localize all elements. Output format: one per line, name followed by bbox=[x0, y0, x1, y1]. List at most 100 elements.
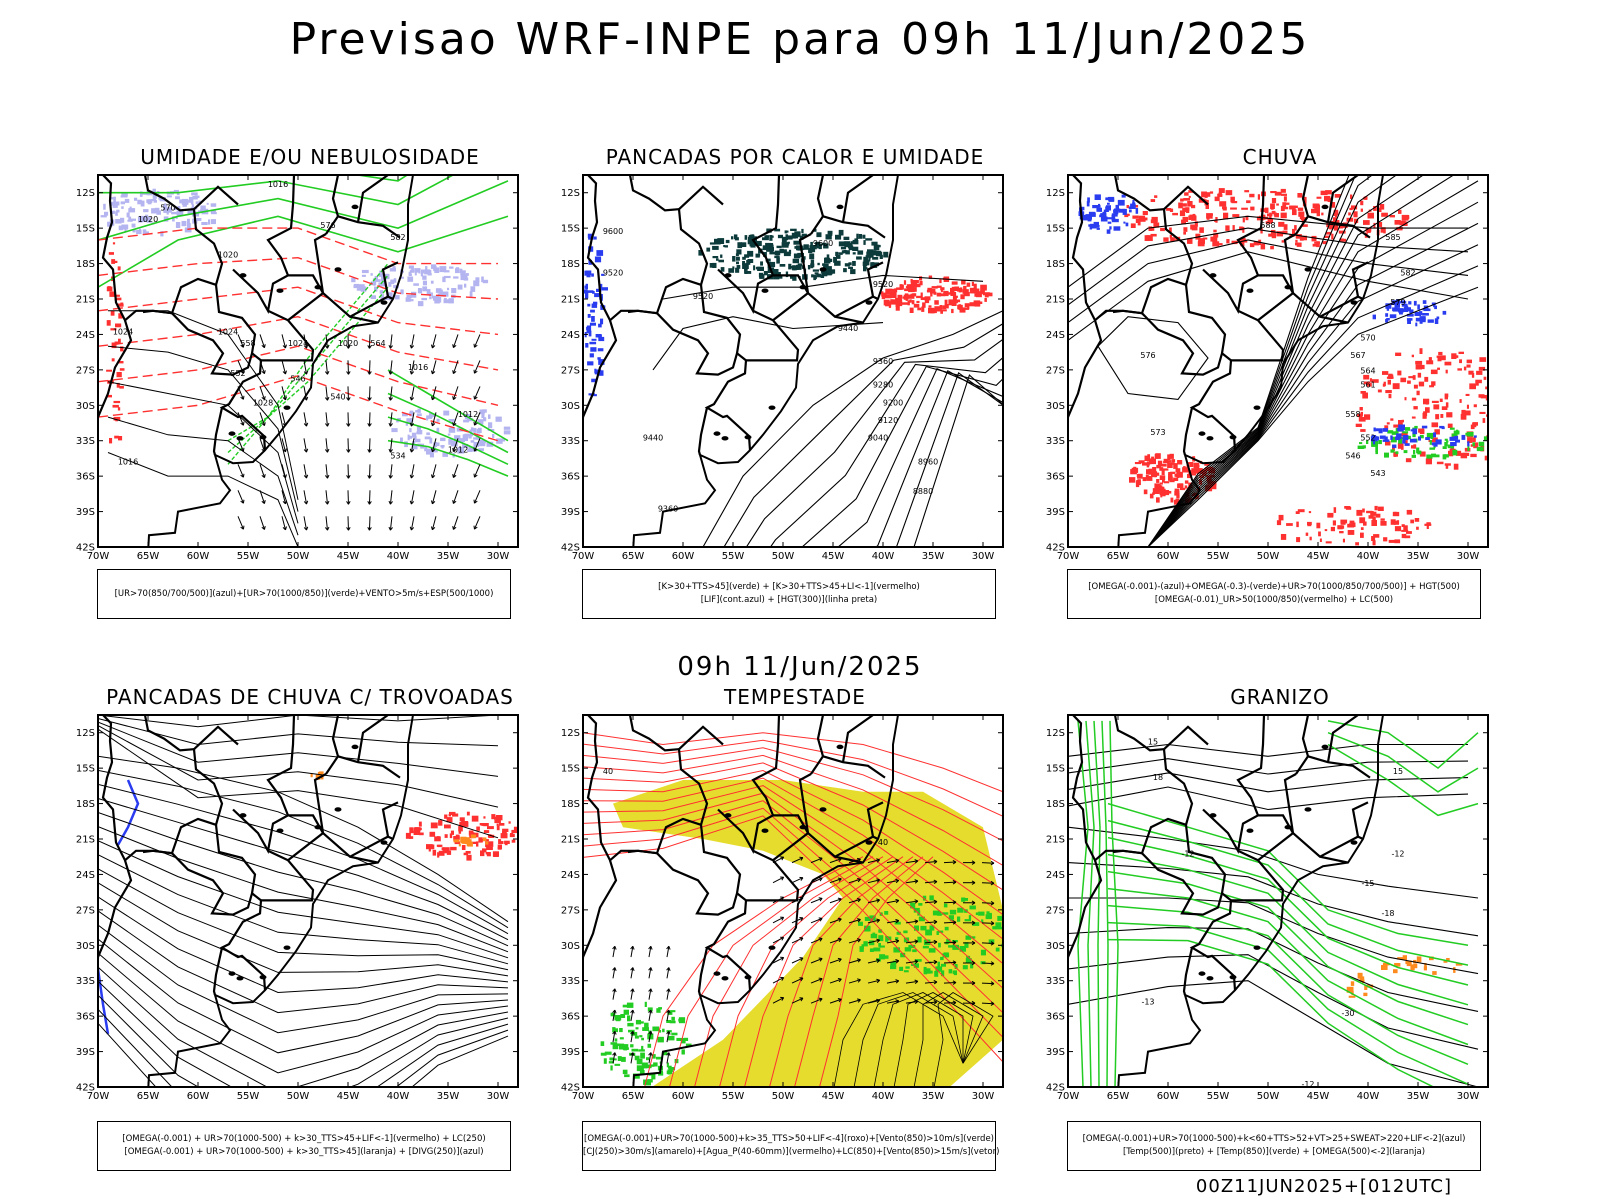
shade-cell bbox=[635, 1027, 639, 1030]
shade-cell bbox=[583, 289, 588, 294]
shade-cell bbox=[1188, 215, 1192, 220]
shade-cell bbox=[1445, 369, 1448, 374]
vector-head bbox=[240, 499, 245, 504]
shade-cell bbox=[948, 945, 953, 948]
shade-cell bbox=[1385, 313, 1389, 317]
shade-cell bbox=[848, 262, 852, 266]
shade-cell bbox=[110, 210, 115, 214]
shade-cell bbox=[1393, 969, 1398, 974]
shade-cell bbox=[112, 404, 119, 408]
shade-cell bbox=[1444, 361, 1452, 366]
shade-cell bbox=[1282, 230, 1288, 235]
legend-line: [K>30+TTS>45](verde) + [K>30+TTS>45+LI<-… bbox=[658, 582, 920, 592]
shade-cell bbox=[598, 336, 605, 342]
shade-cell bbox=[970, 963, 974, 969]
shade-cell bbox=[1197, 468, 1201, 474]
shade-cell bbox=[878, 935, 884, 942]
shade-cell bbox=[735, 253, 739, 257]
shade-cell bbox=[499, 823, 505, 826]
country-border bbox=[212, 407, 224, 456]
shade-cell bbox=[482, 279, 489, 284]
shade-cell bbox=[1367, 212, 1374, 219]
country-border bbox=[627, 849, 658, 855]
shade-cell bbox=[785, 271, 789, 278]
shade-cell bbox=[1177, 460, 1183, 465]
shade-cell bbox=[912, 949, 917, 953]
shade-cell bbox=[888, 303, 892, 308]
shade-cell bbox=[1357, 972, 1363, 979]
vector-head bbox=[324, 370, 330, 375]
shade-cell bbox=[1270, 203, 1275, 209]
shade-cell bbox=[1446, 958, 1450, 962]
shade-cell bbox=[1165, 459, 1169, 462]
shade-cell bbox=[1320, 190, 1328, 196]
shade-cell bbox=[1384, 425, 1389, 430]
shade-cell bbox=[1362, 508, 1365, 513]
vector-shaft bbox=[829, 878, 842, 884]
shade-cell bbox=[1357, 445, 1365, 449]
shade-cell bbox=[610, 1065, 613, 1071]
shade-cell bbox=[742, 256, 746, 260]
shade-cell bbox=[1283, 196, 1287, 202]
shade-cell bbox=[1457, 368, 1462, 371]
plot-frame bbox=[1067, 174, 1489, 548]
shade-cell bbox=[1286, 523, 1293, 526]
shade-cell bbox=[823, 243, 829, 249]
shade-cell bbox=[619, 1037, 624, 1040]
wind-vector bbox=[473, 516, 481, 530]
shade-cell bbox=[622, 1004, 628, 1008]
shade-blue bbox=[1370, 424, 1477, 449]
shade-cell bbox=[1216, 243, 1223, 246]
shade-cell bbox=[799, 235, 804, 240]
shade-cell bbox=[952, 944, 959, 950]
isoline bbox=[1068, 758, 1469, 775]
shade-cell bbox=[187, 218, 190, 224]
coastline-atlantic bbox=[632, 175, 899, 547]
isoline bbox=[98, 715, 499, 728]
shade-cell bbox=[924, 296, 931, 301]
lon-label: 30W bbox=[1457, 551, 1480, 562]
shade-cell bbox=[1149, 493, 1154, 499]
legend-chuva: [OMEGA(-0.001)-(azul)+OMEGA(-0.3)-(verde… bbox=[1067, 569, 1481, 619]
shade-cell bbox=[1408, 376, 1415, 379]
wind-vector bbox=[810, 957, 823, 964]
vector-shaft bbox=[848, 939, 861, 944]
shade-cell bbox=[210, 203, 217, 207]
isoline bbox=[1107, 836, 1469, 986]
vector-shaft bbox=[237, 464, 244, 478]
shade-cell bbox=[894, 921, 901, 925]
shade-cell bbox=[458, 843, 461, 847]
country-border bbox=[1141, 824, 1227, 916]
shade-cell bbox=[115, 211, 118, 216]
vector-head bbox=[452, 500, 457, 504]
shade-cell bbox=[1276, 231, 1283, 237]
shade-red bbox=[879, 275, 993, 314]
shade-cell bbox=[175, 216, 178, 219]
shade-cell bbox=[772, 269, 779, 275]
shade-cell bbox=[470, 427, 474, 431]
shade-cell bbox=[980, 949, 986, 956]
lat-label: 36S bbox=[76, 1012, 95, 1023]
contour-label: 9600 bbox=[603, 227, 623, 236]
shade-cell bbox=[1345, 506, 1352, 510]
shade-cell bbox=[1169, 453, 1174, 459]
shade-cell bbox=[640, 1053, 645, 1058]
shade-cell bbox=[408, 435, 413, 439]
shade-cell bbox=[840, 246, 847, 250]
shade-cell bbox=[113, 201, 120, 206]
country-border bbox=[816, 715, 825, 757]
shade-cell bbox=[828, 266, 832, 272]
shade-cell bbox=[1381, 965, 1388, 970]
lon-label: 70W bbox=[1057, 1091, 1080, 1102]
shade-cell bbox=[957, 907, 964, 913]
lat-label: 27S bbox=[1046, 365, 1065, 376]
wind-vector bbox=[259, 412, 266, 427]
vector-head bbox=[367, 345, 372, 349]
shade-cell bbox=[769, 251, 776, 255]
shade-cell bbox=[1271, 210, 1276, 215]
contour-label: -13 bbox=[1141, 997, 1154, 1006]
shade-cell bbox=[827, 268, 830, 274]
shade-cell bbox=[152, 188, 156, 193]
shade-cell bbox=[1230, 207, 1237, 210]
